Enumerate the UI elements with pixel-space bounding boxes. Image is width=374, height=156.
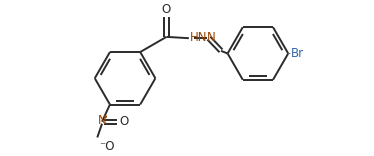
Text: O: O bbox=[162, 3, 171, 16]
Text: N: N bbox=[207, 31, 216, 44]
Text: ⁻O: ⁻O bbox=[99, 140, 114, 153]
Text: O: O bbox=[119, 115, 128, 128]
Text: Br: Br bbox=[291, 47, 304, 60]
Text: •: • bbox=[103, 113, 108, 122]
Text: N: N bbox=[98, 114, 106, 127]
Text: HN: HN bbox=[190, 31, 207, 44]
